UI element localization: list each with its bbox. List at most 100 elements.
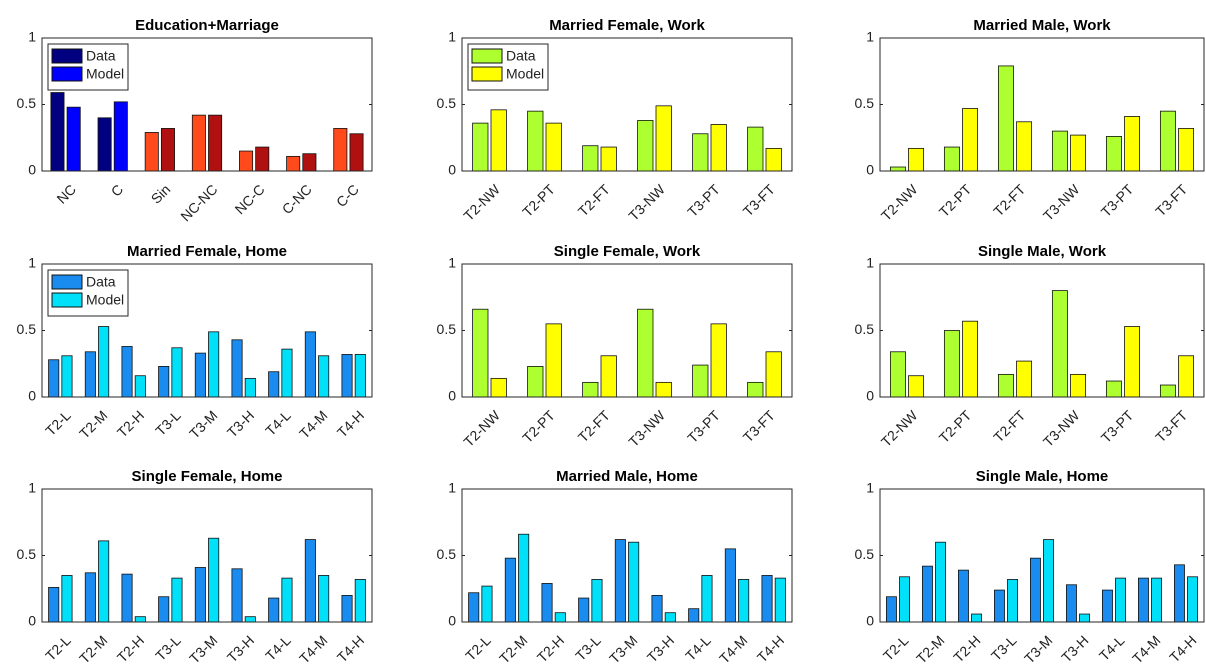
bar bbox=[304, 331, 316, 398]
bar bbox=[997, 373, 1014, 398]
bar bbox=[541, 583, 553, 623]
x-tick-label: T3-NW bbox=[1040, 181, 1083, 224]
x-tick-label: T4-H bbox=[754, 632, 787, 665]
bar bbox=[98, 540, 110, 623]
bar bbox=[121, 346, 133, 398]
bar bbox=[889, 166, 906, 172]
y-tick-label: 0 bbox=[448, 613, 456, 629]
bar bbox=[191, 114, 206, 172]
bar bbox=[899, 576, 910, 623]
y-tick-label: 0.5 bbox=[437, 95, 457, 111]
x-tick-label: T3-L bbox=[988, 632, 1020, 664]
bar bbox=[958, 569, 969, 623]
bar bbox=[997, 65, 1014, 172]
x-tick-label: T2-H bbox=[950, 632, 983, 665]
bar bbox=[1115, 577, 1126, 623]
bar bbox=[194, 352, 206, 398]
bar bbox=[527, 110, 544, 172]
bar bbox=[97, 117, 112, 172]
x-tick-label: T3-M bbox=[1021, 632, 1055, 666]
x-tick-label: NC bbox=[53, 181, 79, 207]
x-tick-label: T3-PT bbox=[1098, 407, 1137, 446]
chart-title: Single Female, Home bbox=[132, 468, 283, 485]
legend-swatch bbox=[471, 48, 503, 64]
y-tick-label: 1 bbox=[866, 480, 874, 496]
y-tick-label: 0.5 bbox=[437, 321, 457, 337]
bar bbox=[281, 348, 293, 398]
x-tick-label: T2-FT bbox=[990, 181, 1029, 220]
bar bbox=[268, 597, 280, 623]
x-tick-label: T2-H bbox=[534, 632, 567, 665]
x-tick-label: T2-M bbox=[76, 407, 110, 441]
x-tick-label: T3-L bbox=[572, 632, 604, 664]
x-tick-label: T2-FT bbox=[575, 181, 614, 220]
bar bbox=[1159, 110, 1176, 172]
x-tick-label: T3-NW bbox=[625, 181, 668, 224]
bar bbox=[701, 575, 713, 623]
bar bbox=[84, 351, 96, 398]
bar bbox=[349, 133, 364, 172]
legend-swatch bbox=[51, 48, 83, 64]
y-tick-label: 0.5 bbox=[855, 95, 875, 111]
x-tick-label: T4-L bbox=[262, 632, 294, 664]
bar bbox=[239, 150, 254, 172]
bar bbox=[208, 114, 223, 172]
y-tick-label: 1 bbox=[448, 255, 456, 271]
bar bbox=[481, 585, 493, 623]
bar bbox=[113, 101, 128, 172]
bar bbox=[655, 381, 672, 398]
y-tick-label: 1 bbox=[448, 29, 456, 45]
y-tick-label: 0 bbox=[28, 162, 36, 178]
bar bbox=[1174, 564, 1185, 623]
bar bbox=[333, 128, 348, 172]
bar bbox=[527, 366, 544, 398]
bar bbox=[341, 354, 353, 398]
x-tick-label: T3-PT bbox=[1098, 181, 1137, 220]
bar bbox=[231, 339, 243, 398]
x-tick-label: T2-PT bbox=[936, 407, 975, 446]
bar bbox=[468, 592, 480, 623]
x-tick-label: T4-M bbox=[1129, 632, 1163, 666]
y-tick-label: 1 bbox=[866, 29, 874, 45]
bar bbox=[738, 579, 750, 623]
bar bbox=[490, 109, 507, 172]
bar bbox=[582, 145, 599, 172]
bar bbox=[171, 347, 183, 398]
y-tick-label: 0 bbox=[448, 388, 456, 404]
bar bbox=[50, 92, 65, 172]
chart-title: Married Female, Work bbox=[549, 17, 705, 34]
legend-swatch bbox=[51, 292, 83, 308]
legend-label: Model bbox=[86, 66, 124, 82]
axes-box bbox=[461, 488, 793, 623]
bar bbox=[582, 381, 599, 398]
y-tick-label: 0.5 bbox=[437, 546, 457, 562]
x-tick-label: T2-L bbox=[462, 632, 494, 664]
x-tick-label: T2-NW bbox=[878, 181, 921, 224]
bar bbox=[134, 616, 146, 623]
bar bbox=[1051, 130, 1068, 172]
bar bbox=[1016, 121, 1033, 172]
bar bbox=[1124, 116, 1141, 172]
chart-title: Single Female, Work bbox=[554, 243, 701, 260]
axes-box bbox=[879, 37, 1205, 172]
y-tick-label: 1 bbox=[28, 29, 36, 45]
x-tick-label: T2-H bbox=[114, 632, 147, 665]
bar bbox=[554, 612, 566, 623]
bar bbox=[545, 323, 562, 398]
y-tick-label: 1 bbox=[866, 255, 874, 271]
y-tick-label: 0 bbox=[866, 613, 874, 629]
bar bbox=[518, 533, 530, 623]
axes-box bbox=[461, 263, 793, 398]
bar bbox=[244, 377, 256, 398]
bar bbox=[318, 355, 330, 398]
bar bbox=[255, 146, 270, 172]
y-tick-label: 1 bbox=[448, 480, 456, 496]
bar bbox=[1007, 579, 1018, 623]
x-tick-label: T4-L bbox=[262, 407, 294, 439]
x-tick-label: C-C bbox=[333, 181, 362, 210]
x-tick-label: T2-M bbox=[76, 632, 110, 666]
x-tick-label: T3-M bbox=[606, 632, 640, 666]
x-tick-label: T2-L bbox=[880, 632, 912, 664]
y-tick-label: 0 bbox=[28, 388, 36, 404]
